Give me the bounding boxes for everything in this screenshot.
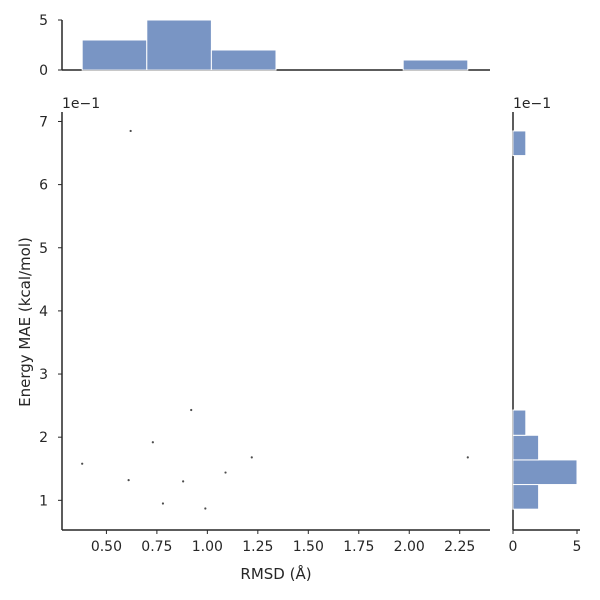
scatter-point <box>81 462 84 465</box>
x-tick-label: 1.75 <box>343 539 374 555</box>
y-axis-title: Energy MAE (kcal/mol) <box>16 237 34 407</box>
scatter-point <box>127 479 130 482</box>
scatter-point <box>129 129 132 133</box>
y-tick-label: 4 <box>39 304 48 320</box>
main-x-ticks: 0.50 0.75 1.00 1.25 1.50 1.75 2.00 2.25 <box>91 530 475 555</box>
scatter-point <box>161 502 165 505</box>
y-tick-label: 7 <box>39 114 48 130</box>
top-histogram-axes: 05 <box>39 13 490 79</box>
right-histogram-bar <box>512 459 578 486</box>
scatter-point <box>204 507 207 510</box>
top-histogram-bar <box>402 59 469 71</box>
x-tick-label: 2.00 <box>394 539 425 555</box>
y-tick-label: 5 <box>39 241 48 257</box>
top-y-tick-label: 0 <box>39 63 48 79</box>
x-tick-label: 2.25 <box>444 539 475 555</box>
right-y-multiplier: 1e−1 <box>513 96 551 112</box>
right-histogram-bar <box>512 434 540 461</box>
scatter-point <box>224 471 227 474</box>
main-y-multiplier: 1e−1 <box>62 96 100 112</box>
scatter-point <box>190 408 193 412</box>
top-histogram-bar <box>210 49 277 71</box>
x-tick-label: 0.75 <box>141 539 172 555</box>
right-histogram-bar <box>512 409 527 436</box>
scatter-point <box>151 441 154 444</box>
right-histogram-bars <box>512 130 578 510</box>
main-scatter-axes: 0.50 0.75 1.00 1.25 1.50 1.75 2.00 2.25 1 2 3 4 5 6 7… <box>16 96 490 583</box>
scatter-point <box>466 456 469 459</box>
x-tick-label: 1.50 <box>293 539 324 555</box>
y-tick-label: 6 <box>39 178 48 194</box>
right-x-tick-label: 5 <box>573 539 582 555</box>
x-axis-title: RMSD (Å) <box>240 564 311 583</box>
y-tick-label: 1 <box>39 493 48 509</box>
scatter-point <box>250 456 253 459</box>
main-y-ticks: 1 2 3 4 5 6 7 <box>39 114 62 509</box>
top-histogram-bars <box>81 19 469 71</box>
scatter-point <box>182 480 185 483</box>
right-x-tick-label: 0 <box>509 539 518 555</box>
top-histogram-bar <box>146 19 212 71</box>
top-y-tick-label: 5 <box>39 13 48 29</box>
y-tick-label: 2 <box>39 430 48 446</box>
right-histogram-bar <box>512 130 527 157</box>
top-histogram-bar <box>81 39 148 71</box>
x-tick-label: 1.00 <box>192 539 223 555</box>
x-tick-label: 1.25 <box>242 539 273 555</box>
x-tick-label: 0.50 <box>91 539 122 555</box>
top-y-ticks: 05 <box>39 13 62 79</box>
right-histogram-bar <box>512 484 540 510</box>
y-tick-label: 3 <box>39 367 48 383</box>
scatter-points <box>81 129 469 510</box>
